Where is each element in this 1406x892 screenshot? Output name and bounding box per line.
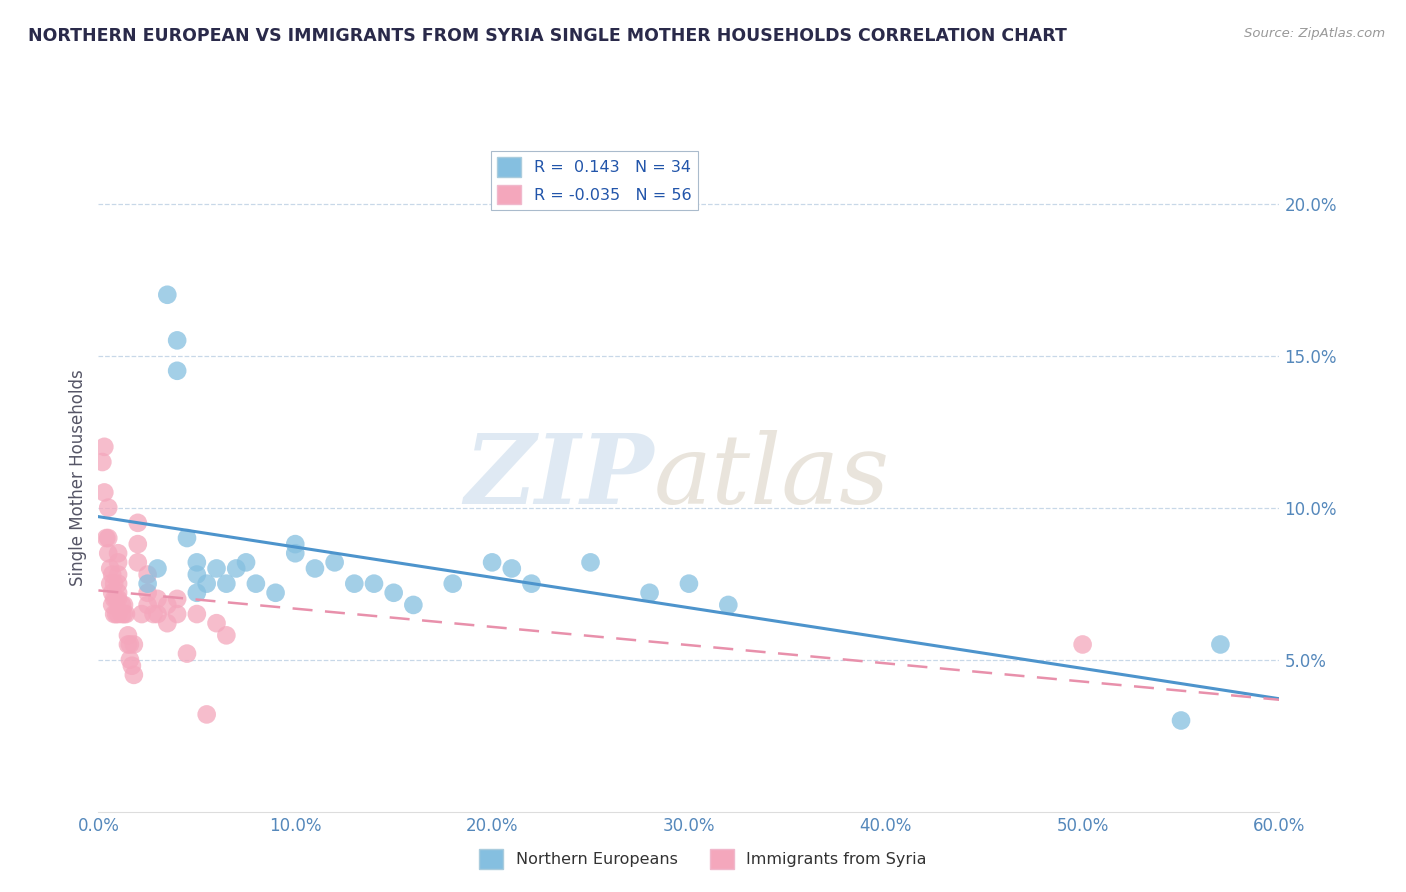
Point bbox=[121, 658, 143, 673]
Point bbox=[402, 598, 425, 612]
Point bbox=[107, 576, 129, 591]
Point bbox=[96, 531, 118, 545]
Point bbox=[112, 598, 135, 612]
Point bbox=[127, 555, 149, 569]
Point bbox=[98, 576, 121, 591]
Point bbox=[107, 546, 129, 560]
Point bbox=[107, 555, 129, 569]
Point bbox=[93, 440, 115, 454]
Point bbox=[97, 531, 120, 545]
Point bbox=[117, 637, 139, 651]
Point bbox=[103, 591, 125, 606]
Point bbox=[678, 576, 700, 591]
Point bbox=[136, 567, 159, 582]
Point bbox=[118, 653, 141, 667]
Point bbox=[142, 607, 165, 621]
Point bbox=[107, 586, 129, 600]
Point bbox=[93, 485, 115, 500]
Point bbox=[579, 555, 602, 569]
Point bbox=[166, 591, 188, 606]
Text: NORTHERN EUROPEAN VS IMMIGRANTS FROM SYRIA SINGLE MOTHER HOUSEHOLDS CORRELATION : NORTHERN EUROPEAN VS IMMIGRANTS FROM SYR… bbox=[28, 27, 1067, 45]
Point bbox=[225, 561, 247, 575]
Point bbox=[136, 576, 159, 591]
Point bbox=[101, 567, 124, 582]
Point bbox=[105, 591, 128, 606]
Point bbox=[304, 561, 326, 575]
Point bbox=[107, 607, 129, 621]
Point bbox=[215, 576, 238, 591]
Point bbox=[1209, 637, 1232, 651]
Point bbox=[323, 555, 346, 569]
Point bbox=[136, 586, 159, 600]
Point bbox=[717, 598, 740, 612]
Point bbox=[195, 707, 218, 722]
Point bbox=[363, 576, 385, 591]
Point bbox=[501, 561, 523, 575]
Point bbox=[186, 586, 208, 600]
Point bbox=[98, 561, 121, 575]
Point bbox=[284, 546, 307, 560]
Point bbox=[520, 576, 543, 591]
Point bbox=[186, 567, 208, 582]
Point bbox=[127, 516, 149, 530]
Legend: Northern Europeans, Immigrants from Syria: Northern Europeans, Immigrants from Syri… bbox=[472, 843, 934, 875]
Point bbox=[382, 586, 405, 600]
Point bbox=[1071, 637, 1094, 651]
Point bbox=[146, 607, 169, 621]
Point bbox=[166, 607, 188, 621]
Point bbox=[1170, 714, 1192, 728]
Y-axis label: Single Mother Households: Single Mother Households bbox=[69, 369, 87, 585]
Point bbox=[205, 616, 228, 631]
Point bbox=[111, 598, 134, 612]
Point bbox=[101, 586, 124, 600]
Point bbox=[146, 561, 169, 575]
Point bbox=[127, 537, 149, 551]
Point bbox=[122, 637, 145, 651]
Point bbox=[156, 287, 179, 301]
Point bbox=[176, 531, 198, 545]
Point bbox=[176, 647, 198, 661]
Point bbox=[638, 586, 661, 600]
Point bbox=[186, 555, 208, 569]
Point bbox=[195, 576, 218, 591]
Text: Source: ZipAtlas.com: Source: ZipAtlas.com bbox=[1244, 27, 1385, 40]
Point bbox=[343, 576, 366, 591]
Point bbox=[103, 607, 125, 621]
Point bbox=[112, 607, 135, 621]
Point bbox=[215, 628, 238, 642]
Point bbox=[91, 455, 114, 469]
Legend: R =  0.143   N = 34, R = -0.035   N = 56: R = 0.143 N = 34, R = -0.035 N = 56 bbox=[491, 151, 697, 211]
Point bbox=[107, 567, 129, 582]
Text: ZIP: ZIP bbox=[464, 430, 654, 524]
Point bbox=[205, 561, 228, 575]
Point bbox=[156, 616, 179, 631]
Point bbox=[105, 607, 128, 621]
Point bbox=[166, 334, 188, 348]
Point bbox=[117, 628, 139, 642]
Point bbox=[235, 555, 257, 569]
Point bbox=[441, 576, 464, 591]
Point bbox=[122, 668, 145, 682]
Point bbox=[111, 607, 134, 621]
Text: atlas: atlas bbox=[654, 430, 890, 524]
Point bbox=[103, 576, 125, 591]
Point bbox=[131, 607, 153, 621]
Point bbox=[101, 598, 124, 612]
Point bbox=[156, 598, 179, 612]
Point bbox=[284, 537, 307, 551]
Point bbox=[118, 637, 141, 651]
Point bbox=[97, 500, 120, 515]
Point bbox=[146, 591, 169, 606]
Point bbox=[166, 364, 188, 378]
Point bbox=[136, 598, 159, 612]
Point bbox=[115, 607, 138, 621]
Point bbox=[107, 591, 129, 606]
Point bbox=[97, 546, 120, 560]
Point bbox=[264, 586, 287, 600]
Point bbox=[481, 555, 503, 569]
Point bbox=[245, 576, 267, 591]
Point bbox=[186, 607, 208, 621]
